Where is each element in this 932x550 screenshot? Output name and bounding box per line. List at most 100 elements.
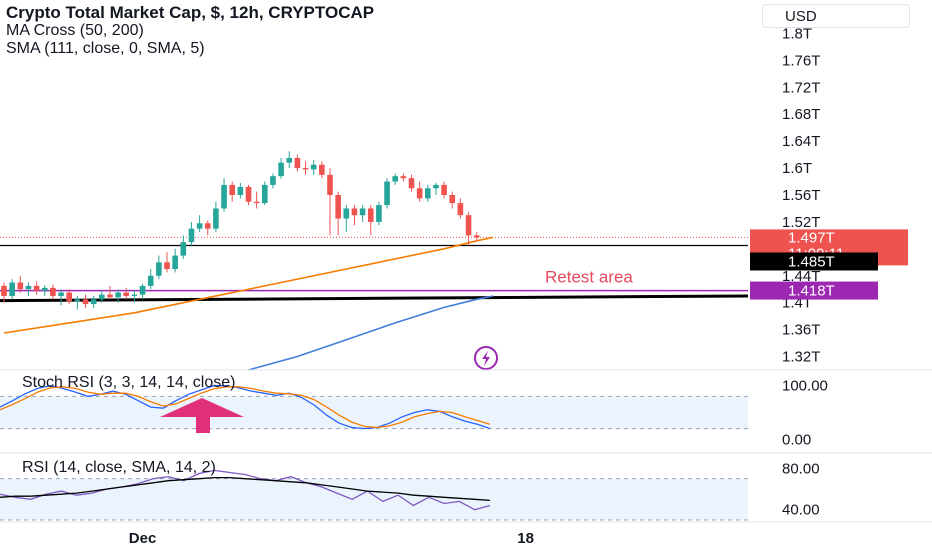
- candle: [319, 164, 325, 175]
- candle: [172, 255, 178, 270]
- candle: [449, 195, 456, 204]
- candle: [229, 184, 235, 195]
- price-axis[interactable]: 1.8T1.76T1.72T1.68T1.64T1.6T1.56T1.52T1.…: [0, 25, 932, 523]
- support-price-tag: [750, 252, 878, 271]
- candle: [408, 178, 415, 189]
- candle: [213, 208, 219, 229]
- candle: [376, 205, 382, 222]
- candle: [392, 176, 398, 182]
- retest-annotation: Retest area: [545, 268, 633, 287]
- price-tick-label: 1.68T: [782, 106, 820, 123]
- candle: [82, 299, 89, 305]
- retest-price-value: 1.418T: [788, 283, 835, 300]
- price-tick-label: 1.36T: [782, 322, 820, 339]
- candle: [139, 285, 146, 295]
- candle: [156, 262, 162, 276]
- candle: [1, 285, 7, 296]
- candle: [270, 176, 276, 185]
- candle: [58, 292, 64, 296]
- candle: [9, 282, 15, 296]
- price-tick-label: 1.32T: [782, 349, 820, 366]
- candle: [302, 168, 309, 170]
- price-tick-label: 1.76T: [782, 52, 820, 69]
- ma200-line: [248, 295, 494, 371]
- candle: [41, 287, 48, 291]
- price-pane[interactable]: Retest area: [0, 151, 749, 371]
- support-price-value: 1.485T: [788, 253, 835, 270]
- osc-tick-label: 0.00: [782, 431, 811, 448]
- candle: [286, 157, 293, 163]
- price-tick-label: 1.44T: [782, 268, 820, 285]
- candle: [25, 285, 32, 290]
- candle: [400, 176, 407, 179]
- series-ma-line: [0, 476, 491, 502]
- candle: [180, 242, 187, 256]
- candle: [473, 235, 480, 238]
- candle: [196, 223, 203, 229]
- candle: [66, 292, 72, 302]
- candle: [416, 188, 423, 199]
- sma-legend[interactable]: SMA (111, close, 0, SMA, 5): [6, 40, 205, 57]
- candle: [237, 186, 244, 195]
- retest-price-tag: [750, 281, 878, 300]
- price-tick-label: 1.72T: [782, 79, 820, 96]
- time-axis[interactable]: Dec 18: [129, 530, 534, 547]
- lightning-bolt-icon: [482, 351, 490, 366]
- candle: [294, 157, 301, 169]
- trend-support-line: [0, 294, 749, 303]
- candle: [384, 181, 390, 206]
- candle: [147, 275, 154, 286]
- series-rsi-line: [0, 469, 491, 511]
- rsi-label[interactable]: RSI (14, close, SMA, 14, 2): [22, 459, 216, 476]
- currency-selector[interactable]: USD: [762, 4, 910, 28]
- ma-cross-legend[interactable]: MA Cross (50, 200): [6, 22, 144, 39]
- osc-tick-label: 100.00: [782, 378, 828, 395]
- candle: [164, 262, 170, 270]
- candle: [74, 299, 81, 302]
- candle: [221, 184, 227, 209]
- candle: [50, 287, 56, 296]
- osc-tick-label: 80.00: [782, 460, 820, 477]
- candle: [433, 184, 439, 189]
- stoch-rsi-label[interactable]: Stoch RSI (3, 3, 14, 14, close): [22, 374, 236, 391]
- candle: [367, 208, 374, 222]
- candle: [335, 195, 341, 219]
- up-arrow-shaft: [196, 412, 210, 433]
- candle: [278, 162, 284, 177]
- chart-title: Crypto Total Market Cap, $, 12h, CRYPTOC…: [6, 3, 375, 22]
- candle: [253, 201, 260, 204]
- candle: [441, 184, 447, 195]
- band-fill: [0, 478, 748, 520]
- candle: [204, 223, 211, 229]
- candle: [457, 203, 464, 216]
- candle: [465, 215, 472, 236]
- candle: [425, 188, 431, 199]
- candle: [33, 285, 40, 291]
- candle: [17, 282, 24, 290]
- up-arrow-icon: [160, 398, 244, 417]
- stoch-rsi-pane[interactable]: 100.00 0.00: [0, 378, 828, 449]
- candle: [245, 186, 252, 202]
- rsi-pane[interactable]: 80.00 40.00: [0, 460, 820, 521]
- candle: [131, 294, 138, 296]
- candle: [123, 292, 130, 296]
- candle: [90, 299, 97, 305]
- osc-tick-label: 40.00: [782, 502, 820, 519]
- series-d-line: [0, 386, 491, 429]
- price-tick-label: 1.56T: [782, 187, 820, 204]
- candle: [115, 292, 121, 298]
- band-fill: [0, 396, 748, 429]
- candle: [99, 294, 105, 300]
- time-tick-label: 18: [517, 530, 534, 547]
- ma50-line: [3, 236, 494, 334]
- series-k-line: [0, 385, 491, 430]
- candle: [107, 294, 113, 298]
- time-tick-label: Dec: [129, 530, 157, 547]
- last-price-value: 1.497T: [788, 229, 835, 246]
- candle: [343, 208, 350, 219]
- price-tick-label: 1.64T: [782, 133, 820, 150]
- candle: [188, 228, 195, 243]
- candle: [351, 208, 358, 216]
- price-tick-label: 1.6T: [782, 160, 812, 177]
